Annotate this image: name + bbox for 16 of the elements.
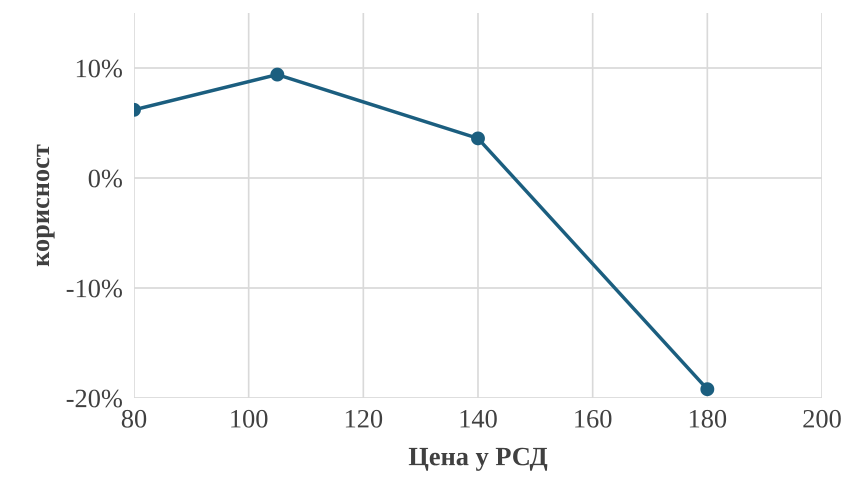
x-tick-label: 120 bbox=[346, 410, 382, 428]
point bbox=[700, 382, 714, 396]
x-axis-title: Цена у РСД bbox=[408, 448, 548, 471]
x-tick-label: 80 bbox=[122, 410, 146, 428]
y-tick-label: -20% bbox=[66, 390, 122, 408]
point bbox=[471, 131, 485, 146]
x-tick-label: 140 bbox=[460, 410, 497, 428]
y-tick-label: 10% bbox=[76, 60, 122, 78]
y-axis-title: корисност bbox=[36, 144, 55, 266]
x-tick-label: 180 bbox=[690, 410, 726, 428]
x-tick-label: 100 bbox=[231, 410, 268, 428]
y-tick-label: -10% bbox=[66, 280, 122, 298]
y-tick-label: 0% bbox=[88, 170, 122, 188]
x-tick-label: 160 bbox=[575, 410, 612, 428]
x-tick-label: 200 bbox=[803, 410, 841, 428]
point bbox=[270, 68, 284, 82]
